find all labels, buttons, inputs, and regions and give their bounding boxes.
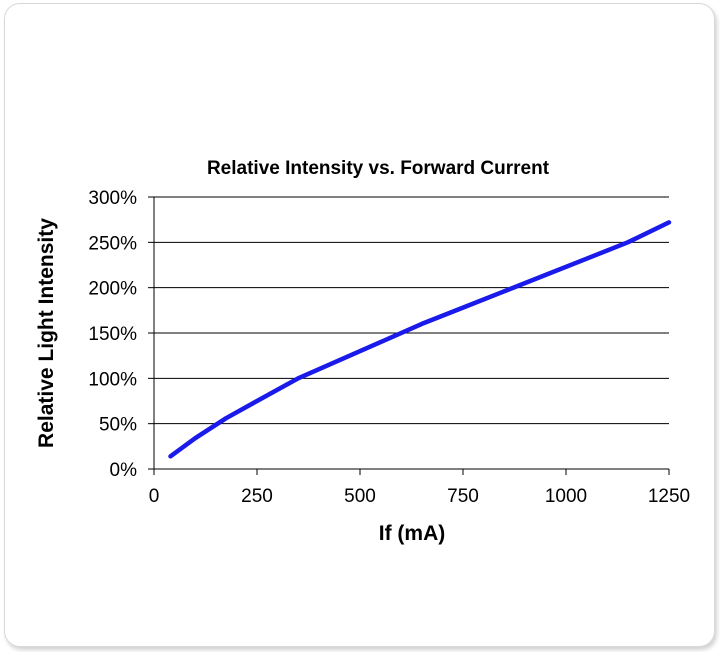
- axes: [148, 196, 670, 475]
- x-tick-labels: 0 250 500 750 1000 1250: [149, 486, 690, 507]
- y-tick-label: 200%: [88, 279, 137, 300]
- y-tick-label: 300%: [88, 188, 137, 209]
- chart-card: [4, 3, 715, 647]
- series-group: [168, 220, 672, 459]
- grid-lines: [154, 196, 669, 425]
- y-tick-label: 150%: [88, 324, 137, 345]
- series-line: [168, 220, 672, 459]
- x-tick-label: 500: [344, 486, 376, 507]
- y-tick-label: 0%: [110, 460, 138, 481]
- x-tick-label: 250: [241, 486, 273, 507]
- x-tick-label: 750: [447, 486, 479, 507]
- x-tick-label: 0: [149, 486, 160, 507]
- x-tick-label: 1250: [648, 486, 690, 507]
- x-tick-label: 1000: [545, 486, 587, 507]
- chart-title: Relative Intensity vs. Forward Current: [207, 158, 550, 179]
- y-axis-label: Relative Light Intensity: [35, 218, 58, 448]
- y-tick-label: 100%: [88, 369, 137, 390]
- x-axis-label: If (mA): [379, 522, 446, 545]
- y-tick-labels: 0% 50% 100% 150% 200% 250% 300%: [88, 188, 137, 481]
- y-tick-label: 50%: [99, 415, 137, 436]
- y-tick-label: 250%: [88, 233, 137, 254]
